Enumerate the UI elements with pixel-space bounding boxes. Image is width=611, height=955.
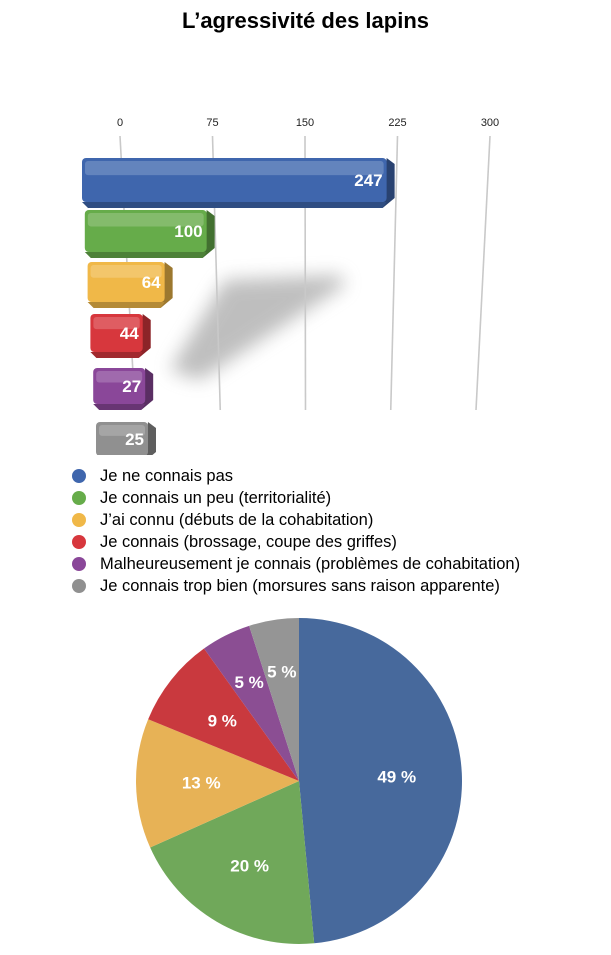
legend-item: Je ne connais pas	[72, 465, 520, 487]
legend-label: Je connais un peu (territorialité)	[100, 488, 332, 507]
pie-slice-label: 9 %	[208, 711, 237, 730]
bar	[87, 262, 173, 308]
legend-label: Je connais trop bien (morsures sans rais…	[100, 576, 500, 595]
bar-value-label: 25	[125, 430, 144, 449]
legend-label: Je ne connais pas	[100, 466, 234, 485]
pie-slice	[148, 648, 299, 781]
bar-value-label: 44	[120, 324, 139, 343]
bar-chart: 0 75 150 225 300 247 100 64 44 27 25	[82, 117, 499, 455]
legend-item: Je connais (brossage, coupe des griffes)	[72, 531, 520, 553]
legend-item: Je connais trop bien (morsures sans rais…	[72, 575, 520, 597]
legend: Je ne connais pas Je connais un peu (ter…	[72, 465, 520, 597]
legend-label: Malheureusement je connais (problèmes de…	[100, 554, 521, 573]
x-tick-label: 225	[388, 117, 406, 129]
pie-slice	[299, 618, 462, 944]
pie-slice-label: 49 %	[377, 767, 416, 786]
pie-slice	[249, 618, 299, 781]
chart-title: L’agressivité des lapins	[181, 8, 429, 33]
pie-slice-label: 13 %	[182, 774, 221, 793]
pie-slice-label: 20 %	[230, 856, 269, 875]
legend-swatch	[72, 579, 86, 593]
x-tick-label: 300	[481, 117, 499, 129]
bar-value-label: 64	[142, 273, 161, 292]
legend-label: J’ai connu (débuts de la cohabitation)	[100, 510, 374, 529]
legend-swatch	[72, 491, 86, 505]
bar-value-label: 27	[122, 377, 141, 396]
pie-slice	[136, 719, 299, 848]
gridline	[389, 135, 399, 411]
gridline	[475, 135, 491, 411]
legend-swatch	[72, 557, 86, 571]
x-tick-label: 0	[117, 117, 123, 129]
legend-item: Malheureusement je connais (problèmes de…	[72, 553, 520, 575]
bar-value-label: 100	[174, 222, 202, 241]
legend-label: Je connais (brossage, coupe des griffes)	[100, 532, 397, 551]
pie-slice-label: 5 %	[267, 662, 296, 681]
legend-swatch	[72, 469, 86, 483]
bar	[90, 314, 151, 358]
pie-slice	[150, 781, 315, 944]
x-tick-label: 150	[296, 117, 314, 129]
pie-slice	[204, 625, 299, 781]
bar	[82, 158, 395, 208]
legend-swatch	[72, 513, 86, 527]
x-tick-label: 75	[206, 117, 218, 129]
bar-value-label: 247	[354, 171, 382, 190]
bar	[84, 210, 215, 258]
legend-item: Je connais un peu (territorialité)	[72, 487, 520, 509]
legend-item: J’ai connu (débuts de la cohabitation)	[72, 509, 520, 531]
bar	[93, 368, 154, 410]
legend-swatch	[72, 535, 86, 549]
pie-chart: 49 % 20 % 13 % 9 % 5 %5 %	[136, 618, 462, 944]
pie-slice-label: 5 %	[234, 673, 263, 692]
bar	[96, 422, 156, 455]
